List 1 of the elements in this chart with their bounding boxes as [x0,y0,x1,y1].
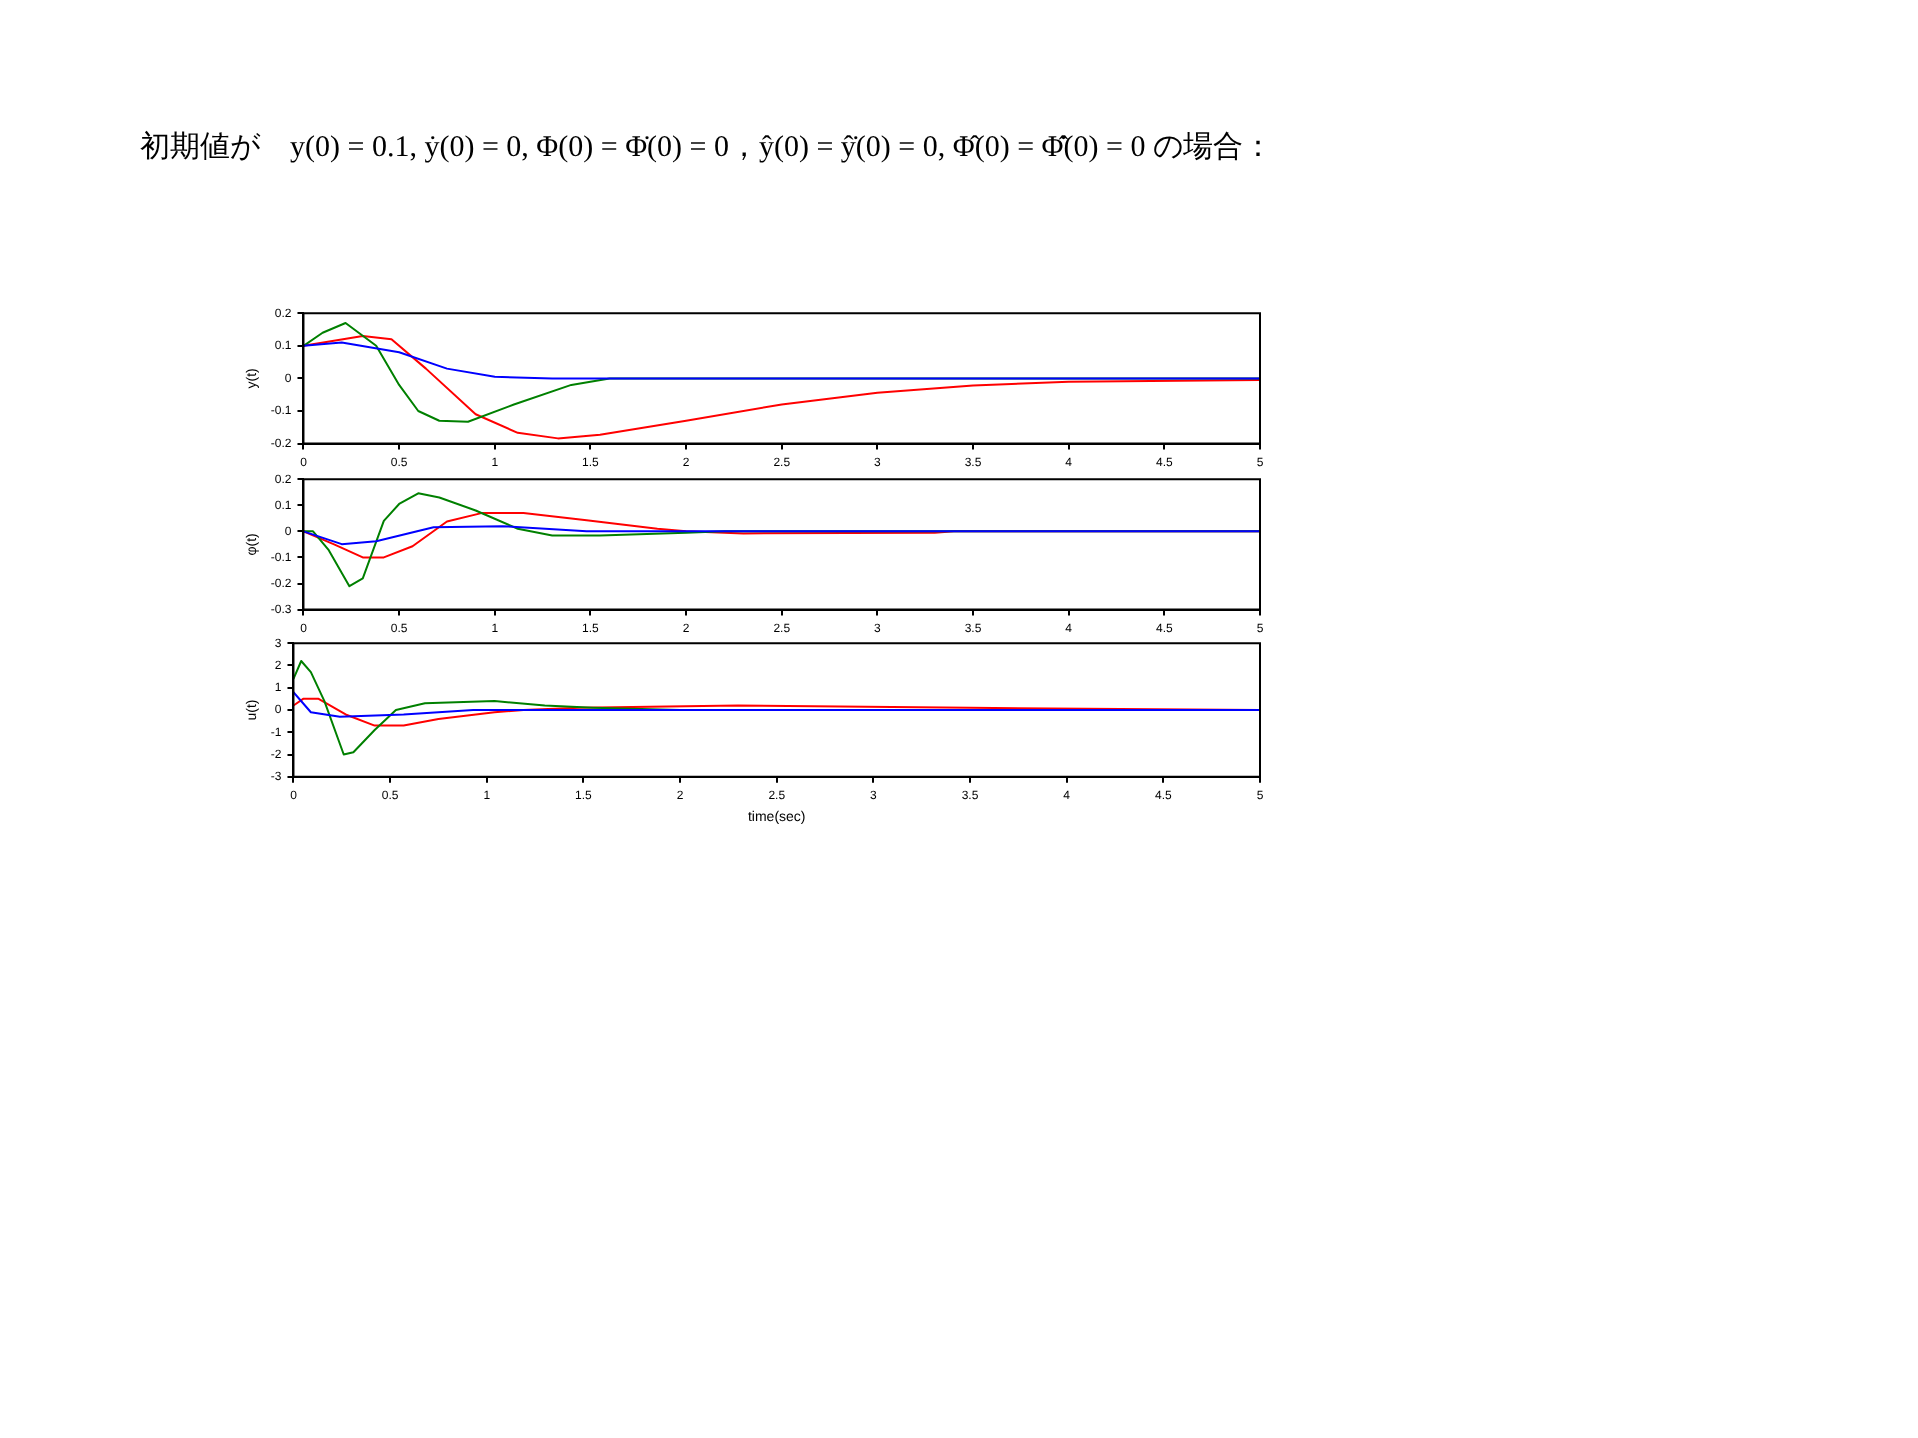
chart-title: 初期値が y(0) = 0.1, ẏ(0) = 0, Φ(0) = Φ̇(0) = 0，ŷ(0) = ŷ̇(0) = 0, Φ̂(0) = Φ̂̇(0) = 0 の場合： [140,129,1273,166]
